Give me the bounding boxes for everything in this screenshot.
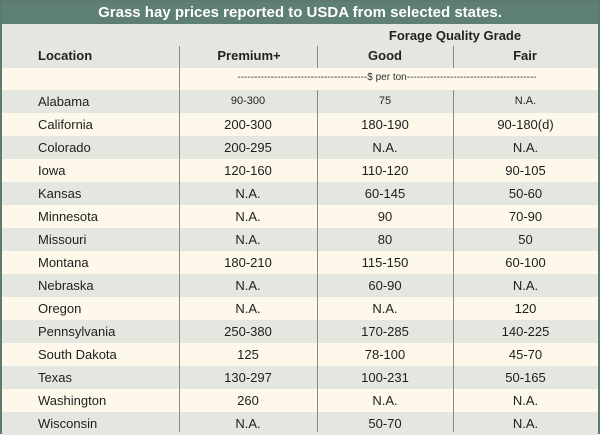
good-cell: 100-231 [361,370,409,385]
premium-cell: 200-295 [224,140,272,155]
table-row: Iowa 120-160 110-120 90-105 [2,159,598,182]
location-cell: Washington [38,393,107,408]
premium-cell: 200-300 [224,117,272,132]
premium-cell: 90-300 [230,95,266,107]
premium-cell: 250-380 [224,324,272,339]
fair-cell: N.A. [512,393,539,408]
table-row: Kansas N.A. 60-145 50-60 [2,182,598,205]
premium-cell: 130-297 [224,370,272,385]
location-cell: Montana [38,255,89,270]
good-cell: 90 [377,209,393,224]
premium-cell: N.A. [235,278,261,293]
premium-cell: N.A. [235,416,261,431]
column-divider [179,90,180,432]
fair-cell: 50 [518,232,533,247]
good-cell: 60-90 [368,278,402,293]
table-row: Texas 130-297 100-231 50-165 [2,366,598,389]
location-cell: Wisconsin [38,416,98,431]
table-row: Missouri N.A. 80 50 [2,228,598,251]
location-column-header: Location [38,48,93,63]
table-header: Location Forage Quality Grade Premium+ G… [2,24,598,68]
good-cell: 80 [377,232,393,247]
fair-cell: 90-105 [505,163,546,178]
fair-cell: 90-180(d) [497,117,554,132]
location-cell: Colorado [38,140,91,155]
premium-cell: 125 [237,347,259,362]
premium-column-header: Premium+ [217,48,281,63]
column-divider [317,90,318,432]
location-cell: Minnesota [38,209,98,224]
premium-cell: N.A. [235,209,261,224]
good-cell: 75 [378,95,392,107]
fair-cell: 120 [514,301,537,316]
good-cell: N.A. [372,301,398,316]
column-divider [453,90,454,432]
fair-cell: N.A. [512,140,539,155]
fair-cell: 60-100 [505,255,546,270]
fair-cell: 70-90 [508,209,543,224]
premium-cell: N.A. [235,301,261,316]
fair-column-header: Fair [513,48,537,63]
premium-cell: 120-160 [224,163,272,178]
good-cell: 110-120 [361,163,409,178]
premium-cell: 180-210 [224,255,272,270]
table-row: Colorado 200-295 N.A. N.A. [2,136,598,159]
fair-cell: 45-70 [508,347,543,362]
fair-cell: N.A. [512,416,539,431]
units-row: ---------------------------------------$… [2,68,598,90]
location-cell: Pennsylvania [38,324,116,339]
fair-cell: 140-225 [501,324,550,339]
location-cell: Alabama [38,94,90,109]
location-cell: South Dakota [38,347,117,362]
location-cell: California [38,117,93,132]
table-row: Oregon N.A. N.A. 120 [2,297,598,320]
good-column-header: Good [368,48,402,63]
column-divider [453,46,454,68]
fair-cell: 50-165 [505,370,546,385]
fair-cell: N.A. [512,278,539,293]
location-cell: Missouri [38,232,87,247]
good-cell: 78-100 [364,347,406,362]
location-cell: Oregon [38,301,82,316]
location-cell: Kansas [38,186,82,201]
table-row: South Dakota 125 78-100 45-70 [2,343,598,366]
premium-cell: N.A. [235,232,261,247]
fair-cell: N.A. [514,95,537,107]
table-row: Alabama 90-300 75 N.A. [2,90,598,113]
table-row: Wisconsin N.A. 50-70 N.A. [2,412,598,435]
location-cell: Iowa [38,163,66,178]
column-divider [179,46,180,90]
table-row: Nebraska N.A. 60-90 N.A. [2,274,598,297]
location-cell: Nebraska [38,278,94,293]
good-cell: N.A. [372,393,398,408]
good-cell: 180-190 [361,117,409,132]
table-row: California 200-300 180-190 90-180(d) [2,113,598,136]
forage-quality-grade-header: Forage Quality Grade [388,28,522,43]
table-title: Grass hay prices reported to USDA from s… [2,2,598,24]
good-cell: 115-150 [361,255,409,270]
premium-cell: 260 [237,393,259,408]
good-cell: 50-70 [368,416,402,431]
units-label: ---------------------------------------$… [237,72,537,83]
premium-cell: N.A. [235,186,261,201]
good-cell: N.A. [372,140,398,155]
good-cell: 60-145 [364,186,406,201]
table-row: Pennsylvania 250-380 170-285 140-225 [2,320,598,343]
table-row: Minnesota N.A. 90 70-90 [2,205,598,228]
column-divider [317,46,318,68]
location-cell: Texas [38,370,72,385]
fair-cell: 50-60 [508,186,543,201]
table-row: Montana 180-210 115-150 60-100 [2,251,598,274]
good-cell: 170-285 [361,324,409,339]
table-row: Washington 260 N.A. N.A. [2,389,598,412]
